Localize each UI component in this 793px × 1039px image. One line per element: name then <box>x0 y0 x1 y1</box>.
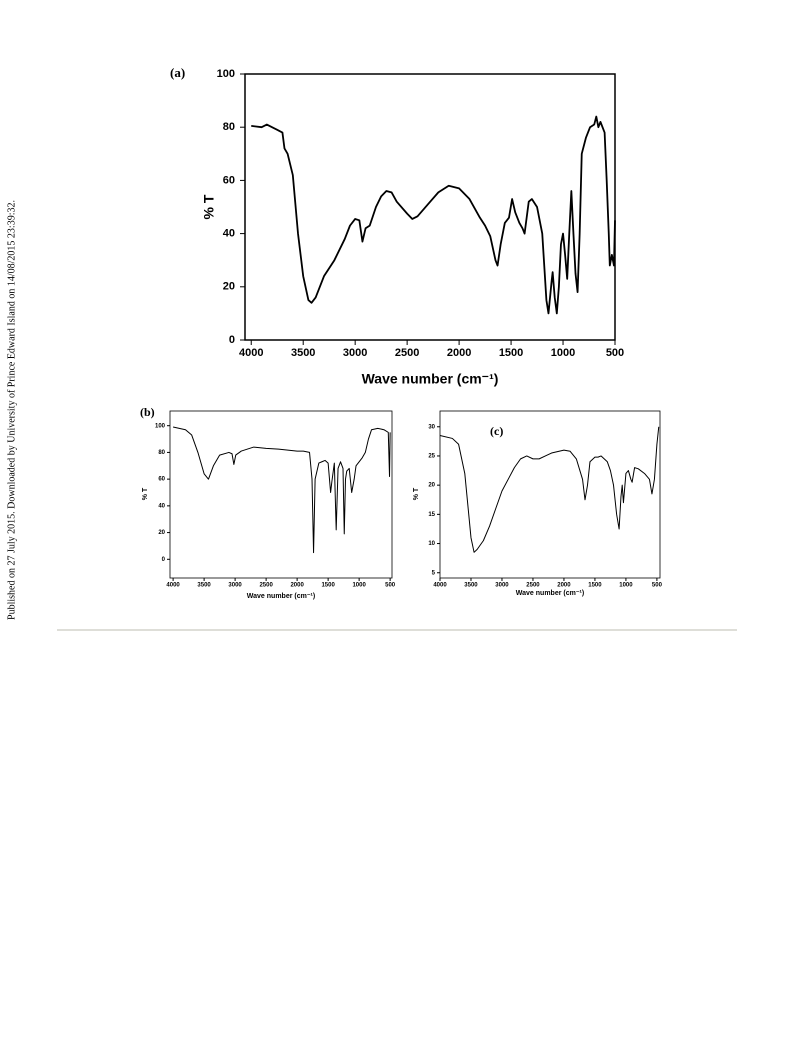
y-tick-label: 20 <box>223 281 235 293</box>
x-tick-label: 2500 <box>526 583 540 589</box>
x-axis-title: Wave number (cm⁻¹) <box>516 590 584 597</box>
y-tick-label: 30 <box>428 424 435 430</box>
y-axis-title: % T <box>142 487 149 500</box>
chart: 4000 3500 3000 2500 2000 1500 1000 500 0 20 40 60 80… <box>170 65 624 387</box>
x-tick-label: 1500 <box>321 583 335 589</box>
spectrum-line <box>172 426 391 554</box>
x-tick-label: 1500 <box>588 583 602 589</box>
panel-label: (c) <box>490 424 503 438</box>
y-axis-title: % T <box>413 487 420 500</box>
x-tick-label: 2000 <box>290 583 304 589</box>
x-tick-label: 3000 <box>495 583 509 589</box>
x-axis-title: Wave number (cm⁻¹) <box>247 593 315 600</box>
x-tick-label: 1000 <box>619 583 633 589</box>
x-tick-label: 2000 <box>447 347 471 359</box>
chart: 4000 3500 3000 2500 2000 1500 1000 500 5 10 15 20 25… <box>413 410 663 597</box>
y-axis-title: % T <box>201 194 217 219</box>
x-tick-label: 4000 <box>433 583 447 589</box>
spectrum-line <box>251 115 616 315</box>
x-tick-label: 3000 <box>343 347 367 359</box>
y-tick-label: 60 <box>158 477 165 483</box>
y-tick-label: 40 <box>223 228 235 240</box>
x-tick-label: 3500 <box>291 347 315 359</box>
y-tick-label: 5 <box>432 570 436 576</box>
y-tick-label: 20 <box>158 530 165 536</box>
y-tick-label: 100 <box>217 68 235 80</box>
y-tick-label: 20 <box>428 483 435 489</box>
side-note: Published on 27 July 2015. Downloaded by… <box>6 200 17 620</box>
x-tick-label: 3500 <box>464 583 478 589</box>
x-tick-label: 1000 <box>352 583 366 589</box>
y-tick-label: 15 <box>428 512 435 518</box>
plot-frame <box>169 410 393 579</box>
chart: 4000 3500 3000 2500 2000 1500 1000 500 0 20 40 60 80… <box>140 405 396 600</box>
x-tick-label: 3500 <box>197 583 211 589</box>
spectrum-line <box>439 426 660 553</box>
panel-label: (b) <box>140 405 155 419</box>
x-axis-title: Wave number (cm⁻¹) <box>362 371 499 387</box>
x-tick-label: 2500 <box>259 583 273 589</box>
y-tick-label: 100 <box>155 423 166 429</box>
x-tick-label: 4000 <box>166 583 180 589</box>
x-tick-label: 3000 <box>228 583 242 589</box>
panel-label: (a) <box>170 65 185 80</box>
y-tick-label: 25 <box>428 454 435 460</box>
y-tick-label: 60 <box>223 174 235 186</box>
y-tick-label: 10 <box>428 541 435 547</box>
y-tick-label: 0 <box>229 334 235 346</box>
x-tick-label: 500 <box>606 347 624 359</box>
y-tick-label: 40 <box>158 503 165 509</box>
x-tick-label: 4000 <box>239 347 263 359</box>
x-tick-label: 1000 <box>551 347 575 359</box>
plot-frame <box>244 73 616 341</box>
x-tick-label: 2000 <box>557 583 571 589</box>
x-tick-label: 2500 <box>395 347 419 359</box>
y-tick-label: 0 <box>162 557 166 563</box>
x-tick-label: 500 <box>385 583 396 589</box>
y-tick-label: 80 <box>158 450 165 456</box>
y-tick-label: 80 <box>223 121 235 133</box>
plot-frame <box>439 410 661 579</box>
x-tick-label: 1500 <box>499 347 523 359</box>
x-tick-label: 500 <box>652 583 663 589</box>
